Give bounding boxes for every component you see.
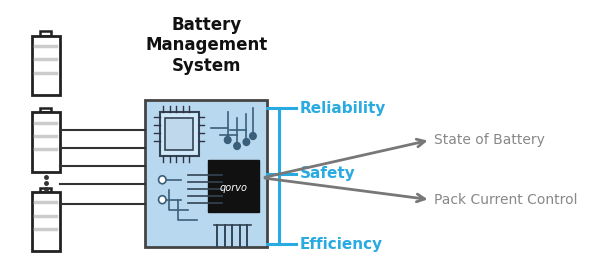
Text: Battery
Management
System: Battery Management System: [145, 16, 268, 75]
Bar: [165, 118, 193, 150]
Circle shape: [250, 133, 256, 140]
Bar: [32, 192, 59, 251]
Text: Reliability: Reliability: [299, 101, 386, 116]
Text: Efficiency: Efficiency: [299, 237, 383, 252]
Text: Pack Current Control: Pack Current Control: [434, 193, 578, 207]
Circle shape: [158, 196, 166, 204]
Bar: [40, 108, 51, 112]
Circle shape: [158, 176, 166, 184]
Circle shape: [234, 143, 241, 150]
Circle shape: [158, 196, 166, 204]
Circle shape: [158, 176, 166, 184]
Bar: [32, 35, 59, 95]
Text: State of Battery: State of Battery: [434, 133, 545, 147]
Bar: [40, 187, 51, 192]
Bar: [145, 100, 267, 247]
Bar: [32, 112, 59, 172]
Text: qorvo: qorvo: [220, 183, 248, 193]
Bar: [160, 112, 199, 156]
Bar: [40, 31, 51, 35]
Text: Safety: Safety: [299, 166, 355, 181]
Bar: [208, 160, 259, 212]
Circle shape: [243, 138, 250, 145]
Circle shape: [224, 136, 231, 143]
